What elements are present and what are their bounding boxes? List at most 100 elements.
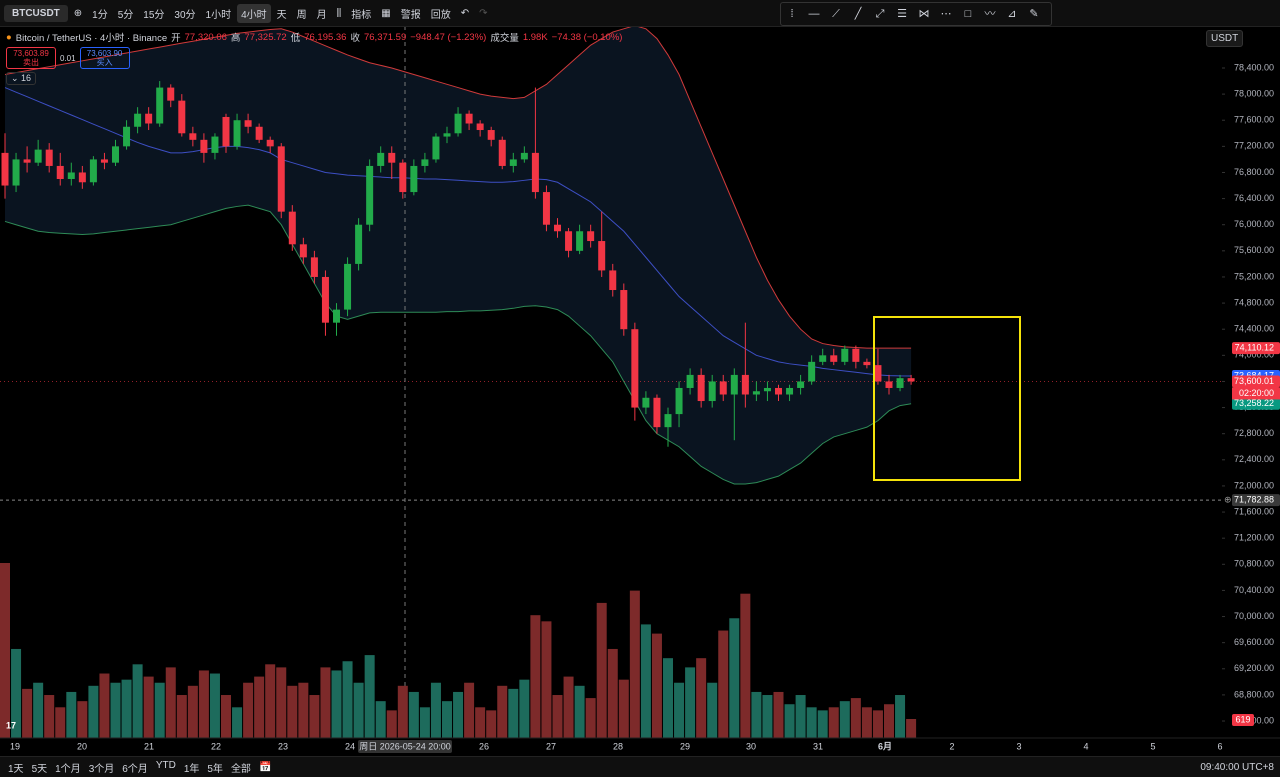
interval[interactable]: 5分 <box>117 9 134 21</box>
intervals: 1分 5分 15分 30分 1小时 4小时天周月 <box>87 3 332 23</box>
drawing-tool[interactable]: ⋈ <box>918 8 930 20</box>
candle-body <box>244 120 252 127</box>
range[interactable]: 6个月 <box>122 763 148 775</box>
candle-body <box>620 290 628 330</box>
time-label: 29 <box>680 741 690 751</box>
buy-button[interactable]: 73,603.90 买入 <box>79 47 130 69</box>
drawing-tool[interactable]: ⁞ <box>790 8 794 20</box>
candle-body <box>509 159 517 166</box>
chart-type[interactable]: ⫼ <box>336 7 342 19</box>
symbol[interactable]: BTCUSDT <box>4 4 68 22</box>
volume-bar <box>552 695 563 738</box>
alerts[interactable]: 警报 <box>400 9 421 21</box>
candle-body <box>34 149 42 163</box>
candle-body <box>377 152 385 166</box>
low-label: 低 <box>290 33 301 44</box>
candle-body <box>432 136 440 160</box>
drawing-tool[interactable]: ╱ <box>854 8 862 20</box>
drawing-tool[interactable]: □ <box>964 8 972 20</box>
price-label: 74,110.12 <box>1235 343 1274 353</box>
candle-body <box>12 159 20 186</box>
layouts[interactable]: ▦ <box>381 7 391 19</box>
sell-button[interactable]: 73,603.89 卖出 <box>6 47 56 69</box>
range[interactable]: 全部 <box>230 763 251 775</box>
price-label-box <box>1232 397 1280 410</box>
interval[interactable]: 30分 <box>174 9 196 21</box>
clock: 09:40:00 UTC+8 <box>1200 761 1274 773</box>
drawing-tool[interactable]: 〰 <box>984 8 996 20</box>
candle-body <box>786 387 794 395</box>
replay[interactable]: 回放 <box>430 9 451 21</box>
range[interactable]: 3个月 <box>88 763 115 775</box>
interval[interactable]: 天 <box>276 9 287 21</box>
volume-bar <box>232 707 243 738</box>
drawing-tool[interactable]: ⤢ <box>875 8 885 20</box>
drawing-tool[interactable]: ⊿ <box>1007 8 1017 20</box>
interval[interactable]: 1小时 <box>205 9 232 21</box>
drawn-rectangle <box>873 316 1021 481</box>
candle-body <box>310 257 318 277</box>
candle-body <box>708 381 716 402</box>
interval[interactable]: 月 <box>316 9 327 21</box>
indicators[interactable]: 指标 <box>351 9 372 21</box>
bottom-bar: 1天 5天 1个月 3个月 6个月 YTD 1年 5年 全部 📅 09:40:00 UTC+8 <box>0 756 1280 777</box>
volume-bar <box>519 679 530 738</box>
drawing-tool[interactable]: ⋯ <box>940 8 952 20</box>
volume-bar <box>165 667 176 738</box>
range[interactable]: 1天 <box>8 763 24 775</box>
indicator-toggle[interactable]: ⌄ 16 <box>6 72 37 85</box>
candle-body <box>189 133 197 140</box>
interval[interactable]: 4小时 <box>237 3 271 23</box>
range[interactable]: 1年 <box>183 763 200 775</box>
legend-title: Bitcoin / TetherUS · 4小时 · Binance <box>15 33 168 44</box>
candle-body <box>178 100 186 134</box>
candle-body <box>587 231 595 242</box>
undo[interactable]: ↶ <box>460 7 470 19</box>
redo[interactable]: ↷ <box>479 7 488 19</box>
candle-body <box>797 381 805 388</box>
interval[interactable]: 周 <box>296 9 307 21</box>
range[interactable]: 1个月 <box>55 763 81 775</box>
date-range[interactable]: 📅 <box>258 761 272 773</box>
y-tick-label: 75,600.00 <box>1234 245 1274 255</box>
time-label: 周日 2026-05-24 20:00 <box>359 741 451 751</box>
candle-body <box>874 365 882 382</box>
y-tick-label: 72,800.00 <box>1234 428 1274 438</box>
top-toolbar: BTCUSDT ⊕ 1分 5分 15分 30分 1小时 4小时天周月 ⫼ 指标 ▦ 警报 … <box>0 0 1280 47</box>
candle-body <box>565 231 573 251</box>
drawing-tool[interactable]: ✎ <box>1029 8 1039 20</box>
interval[interactable]: 1分 <box>92 9 108 21</box>
drawing-tool[interactable]: ⟋ <box>832 8 840 20</box>
volume-bar <box>386 710 397 738</box>
candle-body <box>344 263 352 310</box>
volume-bar <box>629 590 640 738</box>
y-tick-label: 77,600.00 <box>1234 115 1274 125</box>
volume-label-box <box>1232 714 1254 726</box>
candle-body <box>167 87 175 101</box>
volume-bar <box>331 670 342 738</box>
volume-bar <box>618 679 629 738</box>
candle-body <box>100 159 108 163</box>
candle-body <box>896 378 904 388</box>
volume-bar <box>154 682 165 738</box>
candle-body <box>907 378 915 382</box>
add-symbol[interactable]: ⊕ <box>73 7 83 19</box>
candle-body <box>664 414 672 428</box>
candle-body <box>554 224 561 232</box>
currency[interactable]: USDT <box>1206 30 1244 47</box>
range[interactable]: YTD <box>155 759 176 771</box>
drawing-tool[interactable]: — <box>808 8 820 20</box>
time-label: 6 <box>1217 741 1222 751</box>
range[interactable]: 5天 <box>31 763 48 775</box>
y-tick-label: 70,000.00 <box>1234 611 1274 621</box>
drawing-tool[interactable]: ☰ <box>897 8 907 20</box>
volume-bar <box>33 682 44 738</box>
price-label-box <box>1232 342 1280 355</box>
volume-bar <box>419 707 430 738</box>
candle-body <box>333 309 340 323</box>
range[interactable]: 5年 <box>207 763 223 775</box>
time-label: 21 <box>144 741 154 751</box>
candle-body <box>67 172 75 180</box>
sell-text: 卖出 <box>23 58 39 67</box>
interval[interactable]: 15分 <box>143 9 165 21</box>
